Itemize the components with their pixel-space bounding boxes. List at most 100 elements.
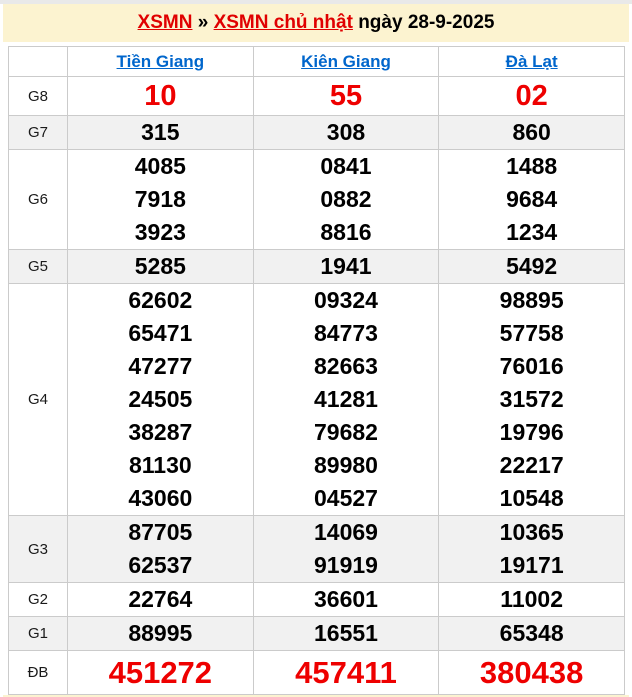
result-number: 0841 (320, 153, 372, 179)
result-number: 22217 (499, 452, 564, 478)
result-number: 14069 (314, 519, 378, 545)
prize-label: G3 (8, 515, 68, 583)
prize-label: G2 (8, 582, 68, 617)
result-number: 76016 (499, 353, 564, 379)
result-number: 62537 (128, 552, 193, 578)
top-strip (0, 0, 632, 4)
result-number: 22764 (128, 586, 193, 612)
prize-cell: 14069 91919 (252, 515, 440, 583)
result-number: 1488 (506, 153, 558, 179)
result-number: 31572 (499, 386, 564, 412)
prize-label: G6 (8, 149, 68, 250)
result-number: 84773 (314, 320, 378, 346)
prize-cell: 16551 (252, 616, 440, 651)
result-number: 19796 (499, 419, 564, 445)
result-number: 451272 (108, 655, 213, 690)
prize-cell: 1488 9684 1234 (438, 149, 625, 250)
result-number: 62602 (128, 287, 193, 313)
result-number: 65348 (499, 620, 564, 646)
result-number: 65471 (128, 320, 193, 346)
prize-cell: 98895 57758 76016 31572 19796 22217 10548 (438, 283, 625, 516)
result-number: 860 (512, 119, 551, 145)
result-number: 16551 (314, 620, 378, 646)
result-number: 1941 (320, 253, 372, 279)
result-number: 82663 (314, 353, 378, 379)
results-table: Tiền Giang Kiên Giang Đà Lạt G8 10 55 02 G7 315… (8, 46, 625, 695)
result-number: 04527 (314, 485, 378, 511)
result-number: 47277 (128, 353, 193, 379)
prize-row-G5: G5 5285 1941 5492 (8, 249, 625, 284)
prize-cell: 10365 19171 (438, 515, 625, 583)
results-table-header: Tiền Giang Kiên Giang Đà Lạt (8, 46, 625, 77)
prize-cell: 22764 (67, 582, 254, 617)
prize-cell: 860 (438, 115, 625, 150)
result-number: 5492 (506, 253, 558, 279)
title-separator: » (192, 12, 214, 33)
prize-label: G8 (8, 76, 68, 116)
province-link-1[interactable]: Kiên Giang (301, 51, 391, 71)
result-number: 19171 (499, 552, 564, 578)
prize-cell: 457411 (252, 650, 440, 695)
prize-label: ĐB (8, 650, 68, 695)
prize-cell: 5285 (67, 249, 254, 284)
province-link-0[interactable]: Tiền Giang (116, 51, 205, 71)
result-number: 38287 (128, 419, 193, 445)
results-table-body: G8 10 55 02 G7 315 308 860 G6 4085 7918 3923 0841 088… (8, 76, 625, 695)
prize-cell: 65348 (438, 616, 625, 651)
prize-cell: 36601 (252, 582, 440, 617)
xsmn-link[interactable]: XSMN (137, 12, 193, 33)
result-number: 87705 (128, 519, 193, 545)
result-number: 88995 (128, 620, 193, 646)
result-number: 380438 (479, 655, 584, 690)
result-number: 315 (141, 119, 180, 145)
prize-cell: 1941 (252, 249, 440, 284)
result-number: 24505 (128, 386, 193, 412)
result-number: 9684 (506, 186, 558, 212)
prize-cell: 87705 62537 (67, 515, 254, 583)
prize-row-G8: G8 10 55 02 (8, 76, 625, 116)
result-number: 98895 (499, 287, 564, 313)
result-number: 91919 (314, 552, 378, 578)
prize-cell: 380438 (438, 650, 625, 695)
prize-cell: 315 (67, 115, 254, 150)
result-number: 79682 (314, 419, 378, 445)
result-number: 5285 (134, 253, 186, 279)
result-number: 36601 (314, 586, 378, 612)
column-header-province-1: Kiên Giang (252, 46, 440, 77)
result-number: 0882 (320, 186, 372, 212)
province-link-2[interactable]: Đà Lạt (505, 51, 558, 71)
result-number: 10365 (499, 519, 564, 545)
prize-cell: 4085 7918 3923 (67, 149, 254, 250)
result-number: 10 (144, 80, 177, 112)
result-number: 09324 (314, 287, 378, 313)
result-number: 457411 (295, 655, 397, 690)
result-number: 43060 (128, 485, 193, 511)
result-number: 4085 (134, 153, 186, 179)
result-number: 89980 (314, 452, 378, 478)
prize-label: G4 (8, 283, 68, 516)
prize-row-G3: G3 87705 62537 14069 91919 10365 19171 (8, 515, 625, 583)
corner-cell (8, 46, 68, 77)
result-number: 55 (329, 80, 363, 112)
prize-cell: 62602 65471 47277 24505 38287 81130 43060 (67, 283, 254, 516)
spacer (0, 42, 632, 46)
prize-cell: 5492 (438, 249, 625, 284)
result-number: 81130 (128, 452, 192, 478)
xsmn-sunday-link[interactable]: XSMN chủ nhật (213, 12, 353, 33)
prize-label: G1 (8, 616, 68, 651)
column-header-province-0: Tiền Giang (67, 46, 254, 77)
prize-row-G4: G4 62602 65471 47277 24505 38287 81130 43060 093… (8, 283, 625, 516)
prize-cell: 308 (252, 115, 440, 150)
prize-cell: 451272 (67, 650, 254, 695)
prize-row-G1: G1 88995 16551 65348 (8, 616, 625, 651)
result-number: 11002 (500, 586, 563, 612)
result-number: 02 (515, 80, 548, 112)
prize-row-G2: G2 22764 36601 11002 (8, 582, 625, 617)
result-number: 3923 (134, 219, 186, 245)
result-number: 7918 (134, 186, 186, 212)
prize-cell: 11002 (438, 582, 625, 617)
title-date: ngày 28-9-2025 (352, 12, 495, 33)
prize-label: G5 (8, 249, 68, 284)
prize-cell: 02 (438, 76, 625, 116)
prize-cell: 0841 0882 8816 (252, 149, 440, 250)
